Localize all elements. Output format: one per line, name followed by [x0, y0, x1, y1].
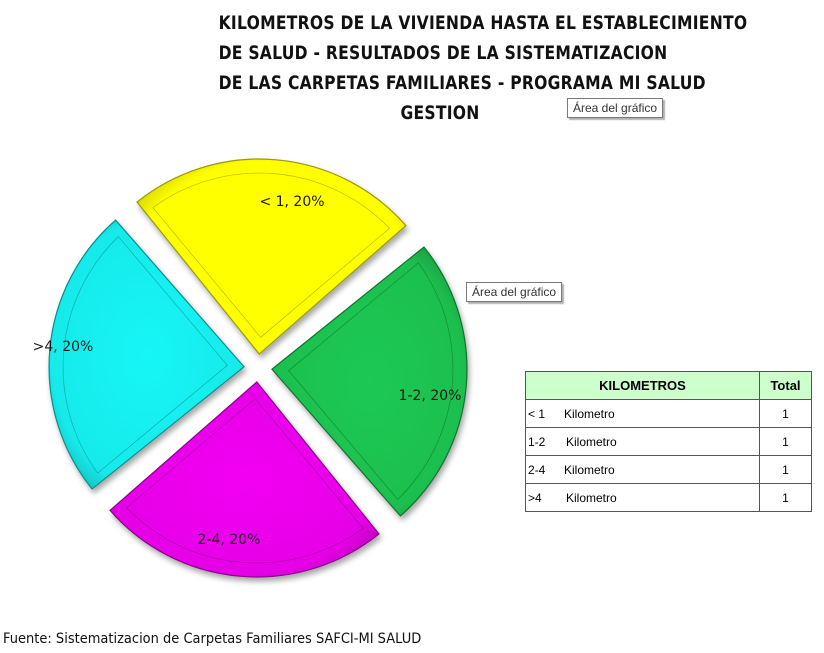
- pie-data-label: 2-4, 20%: [198, 532, 261, 548]
- table-row: 1-2 Kilometro 1: [525, 427, 812, 456]
- table-cell-total: 1: [759, 427, 812, 456]
- source-note: Fuente: Sistematizacion de Carpetas Fami…: [3, 631, 422, 647]
- pie-slice-bevel: [288, 262, 454, 500]
- table-cell-range: 1-2 Kilometro: [525, 427, 760, 456]
- table-cell-range: >4 Kilometro: [525, 483, 760, 512]
- pie-data-label: 1-2, 20%: [399, 388, 462, 404]
- chart-title-line: GESTION: [400, 102, 480, 124]
- chart-title-line: KILOMETROS DE LA VIVIENDA HASTA EL ESTAB…: [218, 12, 748, 34]
- table-row: 2-4 Kilometro 1: [525, 455, 812, 484]
- table-cell-total: 1: [759, 455, 812, 484]
- pie-data-label: < 1, 20%: [259, 194, 324, 210]
- table-cell-range: < 1 Kilometro: [525, 399, 760, 428]
- table-header-total: Total: [759, 371, 812, 400]
- pie-slice-3[interactable]: [109, 381, 380, 578]
- table-cell-range: 2-4 Kilometro: [525, 455, 760, 484]
- chart-area-tooltip: Área del gráfico: [567, 98, 664, 118]
- table-header-kilometros: KILOMETROS: [525, 371, 760, 400]
- chart-area-tooltip: Área del gráfico: [466, 282, 563, 302]
- kilometros-table: KILOMETROS Total < 1 Kilometro 1 1-2 Kilom…: [525, 371, 812, 512]
- pie-chart[interactable]: < 1, 20% 1-2, 20% 2-4, 20% >4, 20%: [0, 140, 480, 590]
- pie-data-label: >4, 20%: [33, 339, 94, 355]
- pie-slice-1[interactable]: [136, 158, 407, 355]
- chart-title: KILOMETROS DE LA VIVIENDA HASTA EL ESTAB…: [218, 8, 748, 128]
- table-row: >4 Kilometro 1: [525, 483, 812, 512]
- pie-slice-2[interactable]: [271, 246, 468, 517]
- pie-slice-bevel: [152, 172, 390, 338]
- chart-title-line: DE LAS CARPETAS FAMILIARES - PROGRAMA MI…: [218, 72, 706, 94]
- pie-slice-bevel: [126, 398, 364, 564]
- table-cell-total: 1: [759, 399, 812, 428]
- pie-slice-4[interactable]: [48, 219, 245, 490]
- table-cell-total: 1: [759, 483, 812, 512]
- chart-title-line: DE SALUD - RESULTADOS DE LA SISTEMATIZAC…: [218, 42, 668, 64]
- table-row: < 1 Kilometro 1: [525, 399, 812, 428]
- pie-slice-bevel: [62, 236, 228, 474]
